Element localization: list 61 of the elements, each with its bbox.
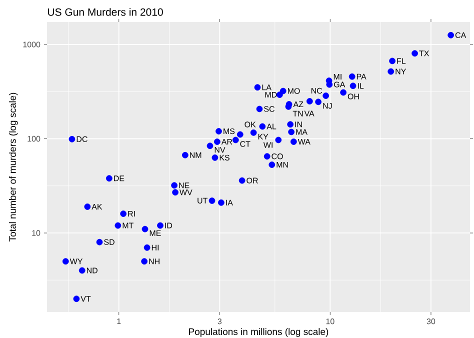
annotation: MT xyxy=(122,222,134,228)
x-axis-title: Populations in millions (log scale) xyxy=(189,328,328,337)
annotation: MN xyxy=(276,162,288,168)
annotation: MD xyxy=(265,92,277,98)
x-tick-label: 3 xyxy=(218,318,222,324)
annotation: TX xyxy=(419,50,430,56)
annotation: NM xyxy=(190,152,202,158)
y-tick-label: 1000 xyxy=(23,42,40,48)
annotation: AL xyxy=(266,124,276,130)
annotation: HI xyxy=(152,244,159,250)
chart-title: US Gun Murders in 2010 xyxy=(48,8,163,16)
annotation: WA xyxy=(298,138,310,144)
annotation: NJ xyxy=(323,103,332,109)
x-tick-label: 30 xyxy=(426,318,436,324)
annotation: SD xyxy=(104,239,114,245)
annotation: KY xyxy=(258,134,268,140)
annotation: NH xyxy=(149,258,160,264)
annotation: WI xyxy=(263,142,272,148)
annotation: ID xyxy=(165,222,172,228)
annotation: IA xyxy=(226,200,233,206)
annotation: GA xyxy=(334,82,346,88)
annotation: AK xyxy=(92,204,102,210)
annotation: OH xyxy=(348,94,359,100)
x-tick-label: 1 xyxy=(117,318,121,324)
annotation: AR xyxy=(221,138,232,144)
y-tick-label: 100 xyxy=(28,136,40,142)
annotation: FL xyxy=(397,58,406,64)
annotation: NE xyxy=(179,182,190,188)
annotation: RI xyxy=(128,210,135,216)
annotation: OR xyxy=(246,178,258,184)
annotation: DE xyxy=(114,176,124,182)
annotation: MO xyxy=(288,88,300,94)
x-tick-label: 10 xyxy=(326,318,334,324)
annotation: VA xyxy=(304,110,314,116)
annotation: KS xyxy=(220,154,230,160)
annotation: VT xyxy=(80,296,91,302)
annotation: MI xyxy=(334,74,342,80)
annotation: TN xyxy=(292,110,303,116)
annotation: IL xyxy=(358,83,364,89)
annotation: NV xyxy=(214,147,226,153)
annotation: ND xyxy=(86,268,98,274)
annotation: SC xyxy=(264,106,275,112)
annotation: WY xyxy=(70,258,83,264)
annotation: NC xyxy=(311,88,322,94)
annotation: CO xyxy=(272,154,283,160)
annotation: UT xyxy=(198,198,208,204)
annotation: MA xyxy=(296,129,308,135)
annotation: AZ xyxy=(293,102,304,108)
annotation: DC xyxy=(76,136,88,142)
annotation: IN xyxy=(295,122,302,128)
annotation: MS xyxy=(224,128,235,134)
y-axis-title: Total number of murders (log scale) xyxy=(8,92,18,242)
annotation: CA xyxy=(455,32,466,38)
annotation: PA xyxy=(356,74,366,80)
annotation: OK xyxy=(244,122,256,128)
annotation: CT xyxy=(240,141,250,147)
annotation: LA xyxy=(262,84,272,90)
annotation: NY xyxy=(396,68,406,74)
annotation: WV xyxy=(180,190,192,196)
y-tick-label: 10 xyxy=(32,230,40,236)
annotation: ME xyxy=(150,230,161,236)
